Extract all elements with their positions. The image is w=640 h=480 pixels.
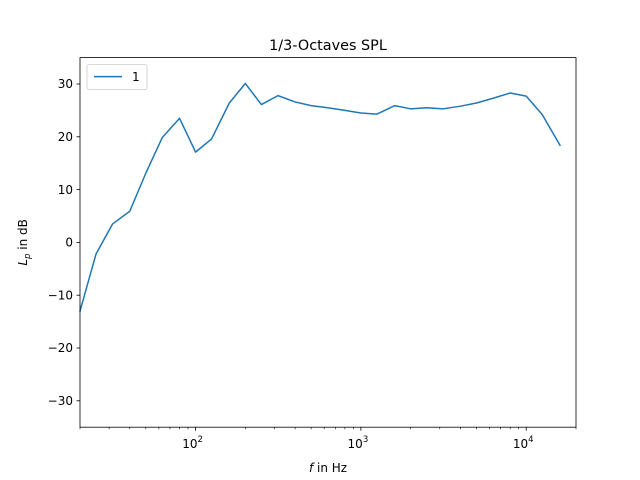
x-axis-label-unit: in Hz xyxy=(313,461,347,475)
y-axis-label-variable: L xyxy=(16,259,30,266)
x-axis-label-variable: f xyxy=(309,461,315,475)
x-tick-label-base: 10 xyxy=(182,437,197,451)
y-axis-label-subscript: p xyxy=(23,254,33,260)
x-tick-label: 103 xyxy=(348,435,369,451)
y-tick-label: −30 xyxy=(48,394,73,408)
y-axis-label-unit: in dB xyxy=(16,219,30,253)
chart-title: 1/3-Octaves SPL xyxy=(269,38,387,54)
y-axis-label: Lp in dB xyxy=(16,219,33,266)
x-tick-label-base: 10 xyxy=(513,437,528,451)
y-tick-label: 20 xyxy=(58,130,73,144)
x-tick-label-base: 10 xyxy=(348,437,363,451)
y-axis: −30 −20 −10 0 10 20 30 xyxy=(48,77,80,408)
plot-area xyxy=(80,57,576,428)
x-tick-label: 104 xyxy=(513,435,534,451)
legend: 1 xyxy=(86,64,148,90)
x-tick-label: 102 xyxy=(182,435,203,451)
series-line-1 xyxy=(79,82,562,312)
y-tick-label: −20 xyxy=(48,341,73,355)
x-tick-label-exponent: 3 xyxy=(363,435,368,445)
y-tick-label: 10 xyxy=(58,183,73,197)
y-tick-label: 30 xyxy=(58,77,73,91)
x-axis-label: f in Hz xyxy=(309,461,347,475)
x-tick-label-exponent: 4 xyxy=(528,435,533,445)
series-group xyxy=(79,82,562,312)
x-tick-label-exponent: 2 xyxy=(197,435,202,445)
plot-frame xyxy=(79,57,577,428)
y-tick-label: 0 xyxy=(65,236,73,250)
y-tick-label: −10 xyxy=(48,288,73,302)
x-axis: 102 103 104 xyxy=(79,427,577,451)
legend-label-series-1: 1 xyxy=(132,70,140,84)
